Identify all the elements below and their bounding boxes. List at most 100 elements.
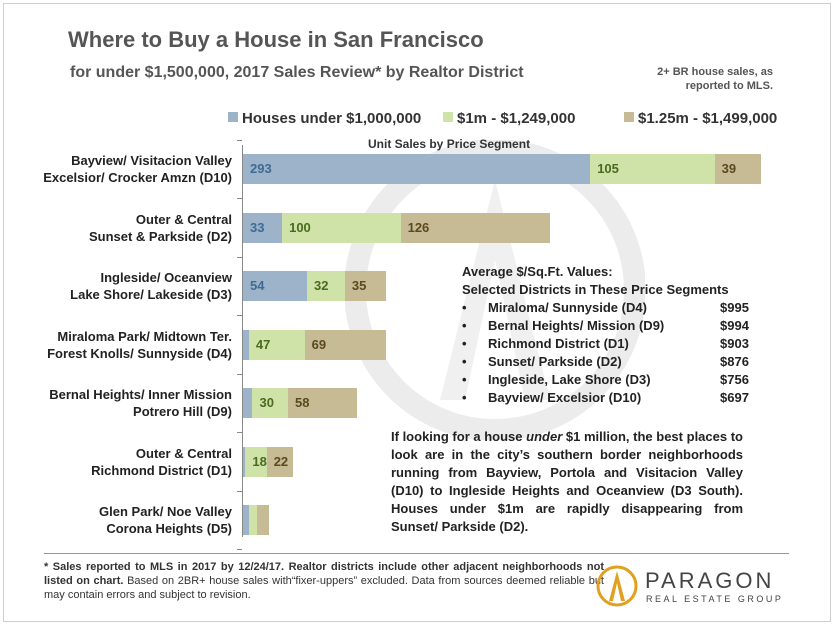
logo-wordmark: PARAGON	[645, 568, 775, 593]
bar-segment	[306, 271, 345, 301]
category-label: Outer & Central Richmond District (D1)	[20, 445, 232, 479]
footer-divider	[44, 553, 789, 554]
category-label: Ingleside/ Oceanview Lake Shore/ Lakeside…	[20, 269, 232, 303]
bullet-icon: •	[462, 336, 467, 351]
bar-value-label: 22	[273, 453, 289, 469]
paragon-logo: PARAGON REAL ESTATE GROUP	[596, 565, 806, 607]
bar-segment	[243, 329, 249, 360]
category-label: Outer & Central Sunset & Parkside (D2)	[20, 211, 232, 245]
avg-district-name: Richmond District (D1)	[488, 336, 629, 351]
avg-district-value: $756	[720, 372, 749, 387]
axis-tick	[237, 139, 242, 141]
bar-segment	[245, 446, 267, 477]
bar-value-label: 18	[252, 453, 267, 469]
advice-text-pre: If looking for a house	[391, 429, 527, 444]
bar-value-label: 54	[250, 278, 265, 293]
category-label-line: Forest Knolls/ Sunnyside (D4)	[47, 345, 232, 361]
category-label: Glen Park/ Noe Valley Corona Heights (D5)	[20, 503, 232, 537]
advice-text-em: under	[526, 429, 563, 444]
bullet-icon: •	[462, 354, 467, 369]
bullet-icon: •	[462, 390, 467, 405]
avg-district-value: $995	[720, 300, 749, 315]
avg-district-value: $876	[720, 354, 749, 369]
avg-row: • Bayview/ Excelsior (D10) $697	[462, 389, 762, 407]
category-label-line: Potrero Hill (D9)	[133, 404, 232, 419]
bar-value-label: 126	[407, 219, 430, 235]
avg-row: • Ingleside, Lake Shore (D3) $756	[462, 371, 762, 389]
bar-segment	[243, 446, 246, 477]
bar-segment	[282, 212, 401, 243]
page-title: Where to Buy a House in San Francisco	[68, 27, 484, 52]
page-subtitle: for under $1,500,000, 2017 Sales Review*…	[70, 64, 524, 81]
avg-district-value: $903	[720, 336, 749, 351]
logo-tagline: REAL ESTATE GROUP	[646, 594, 784, 604]
category-label-line: Excelsior/ Crocker Amzn (D10)	[43, 170, 232, 185]
chart-subtitle: Unit Sales by Price Segment	[368, 137, 531, 151]
bar-value-label: 293	[250, 161, 272, 176]
category-label-line: Miraloma Park/ Midtown Ter.	[57, 328, 232, 344]
category-label-line: Outer & Central	[135, 211, 232, 227]
legend-swatch	[443, 112, 453, 122]
footnote-rest: Based on 2BR+ house sales with“fixer-upp…	[44, 575, 604, 601]
axis-tick	[237, 373, 242, 375]
bar-segment	[714, 154, 761, 184]
bar-value-label: 58	[295, 395, 310, 410]
bar-segment	[248, 505, 258, 535]
avg-row: • Miraloma/ Sunnyside (D4) $995	[462, 299, 762, 317]
bar-value-label: 30	[259, 395, 274, 410]
category-label-line: Bernal Heights/ Inner Mission	[49, 387, 232, 402]
category-label: Bernal Heights/ Inner Mission Potrero Hil…	[20, 386, 232, 420]
legend-label: $1.25m - $1,499,000	[638, 110, 778, 127]
avg-district-name: Ingleside, Lake Shore (D3)	[488, 372, 651, 387]
bar-value-label: 100	[289, 219, 311, 235]
bar-segment	[243, 388, 253, 418]
advice-paragraph: If looking for a house under $1 million,…	[391, 428, 743, 536]
avg-district-value: $994	[720, 318, 749, 333]
footnote-bold: * Sales reported to MLS in 2017 by 12/24…	[44, 561, 604, 587]
bar-segment	[344, 271, 387, 301]
category-label-line: Outer & Central	[135, 445, 232, 461]
bar-segment	[590, 154, 715, 184]
bullet-icon: •	[462, 372, 467, 387]
avg-heading: Average $/Sq.Ft. Values:	[462, 264, 613, 279]
legend-item-under-1m: Houses under $1,000,000	[228, 110, 421, 127]
paragon-logo-icon	[596, 565, 638, 607]
category-label-line: Lake Shore/ Lakeside (D3)	[70, 287, 232, 302]
category-axis	[242, 145, 243, 537]
avg-district-name: Bayview/ Excelsior (D10)	[488, 390, 642, 405]
bar-value-label: 47	[255, 336, 271, 352]
chart-legend: Houses under $1,000,000 $1m - $1,249,000…	[228, 110, 828, 134]
axis-tick	[237, 198, 242, 200]
avg-district-name: Bernal Heights/ Mission (D9)	[488, 318, 665, 333]
avg-list: • Miraloma/ Sunnyside (D4) $995 • Bernal Hei…	[462, 299, 762, 407]
avg-district-name: Miraloma/ Sunnyside (D4)	[488, 300, 647, 315]
avg-subheading: Selected Districts in These Price Segmen…	[462, 282, 729, 297]
category-label-line: Richmond District (D1)	[91, 462, 232, 478]
bar-segment	[248, 329, 305, 360]
footnote: * Sales reported to MLS in 2017 by 12/24…	[44, 560, 604, 602]
bar-segment	[257, 505, 270, 535]
bar-segment	[243, 212, 283, 243]
bar-value-label: 69	[311, 336, 327, 352]
page-frame	[3, 3, 831, 622]
category-label-line: Corona Heights (D5)	[106, 521, 232, 536]
bar-segment	[266, 446, 293, 477]
avg-district-value: $697	[720, 390, 749, 405]
category-label: Miraloma Park/ Midtown Ter. Forest Knolls…	[20, 328, 232, 362]
axis-tick	[237, 256, 242, 258]
legend-label: $1m - $1,249,000	[457, 110, 576, 127]
avg-district-name: Sunset/ Parkside (D2)	[488, 354, 622, 369]
avg-row: • Sunset/ Parkside (D2) $876	[462, 353, 762, 371]
axis-tick	[237, 549, 242, 551]
bar-value-label: 32	[313, 278, 329, 293]
axis-tick	[237, 490, 242, 492]
legend-label: Houses under $1,000,000	[242, 110, 422, 127]
category-label-line: Ingleside/ Oceanview	[100, 270, 233, 285]
bar-segment	[304, 329, 387, 360]
bar-value-label: 33	[250, 219, 265, 235]
bar-segment	[400, 212, 550, 243]
bar-segment	[252, 388, 289, 418]
bar-value-label: 39	[721, 161, 737, 176]
avg-row: • Richmond District (D1) $903	[462, 335, 762, 353]
avg-row: • Bernal Heights/ Mission (D9) $994	[462, 317, 762, 335]
